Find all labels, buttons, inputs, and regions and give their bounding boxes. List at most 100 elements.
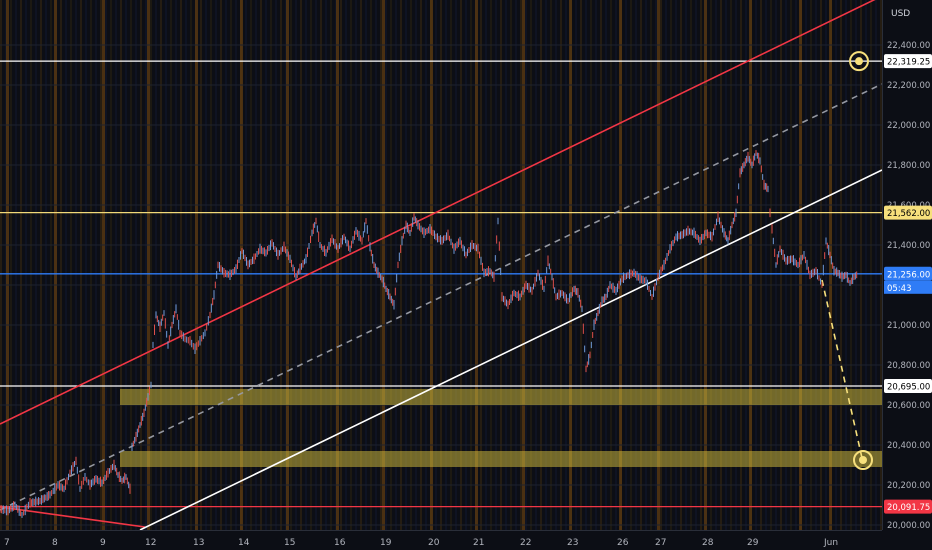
- price-series: [0, 150, 858, 518]
- time-tick-label: 23: [567, 538, 578, 548]
- session-stripe: [205, 0, 207, 530]
- session-stripe: [445, 0, 447, 530]
- session-stripe: [635, 0, 637, 530]
- session-stripe: [110, 0, 112, 530]
- price-chart-plot[interactable]: [0, 0, 882, 530]
- session-stripe: [20, 0, 22, 530]
- session-stripe: [265, 0, 267, 530]
- price-tick-label: 22,200.00: [887, 81, 930, 91]
- time-tick-label: 21: [473, 538, 484, 548]
- session-stripe: [710, 0, 712, 530]
- session-stripe: [90, 0, 92, 530]
- session-stripe: [585, 0, 587, 530]
- session-stripe: [330, 0, 332, 530]
- session-stripe: [210, 0, 212, 530]
- session-stripe: [395, 0, 397, 530]
- time-tick-label: 29: [747, 538, 759, 548]
- session-stripe: [615, 0, 617, 530]
- session-stripe: [590, 0, 592, 530]
- session-stripe: [755, 0, 757, 530]
- price-label-box: [884, 54, 932, 69]
- price-tick-label: 20,000.00: [887, 521, 930, 530]
- day-separator: [704, 0, 707, 530]
- grid: [0, 44, 882, 526]
- price-tick-label: 20,600.00: [887, 401, 930, 411]
- day-separator: [829, 0, 832, 530]
- session-stripe: [215, 0, 217, 530]
- session-stripe: [865, 0, 867, 530]
- session-stripe: [485, 0, 487, 530]
- price-label-text: 21,256.00: [887, 270, 930, 280]
- price-axis[interactable]: USD 20,000.00 20,200.00 20,400.00 20,600.00 2…: [882, 0, 932, 531]
- day-separator: [54, 0, 57, 530]
- session-stripe: [10, 0, 12, 530]
- day-separator: [475, 0, 478, 530]
- session-stripe: [220, 0, 222, 530]
- time-tick-label: 14: [238, 538, 250, 548]
- session-stripe: [785, 0, 787, 530]
- session-stripe: [315, 0, 317, 530]
- session-stripe: [115, 0, 117, 530]
- session-stripe: [660, 0, 662, 530]
- session-stripe: [540, 0, 542, 530]
- session-stripe: [530, 0, 532, 530]
- session-stripe: [370, 0, 372, 530]
- price-tick-label: 22,400.00: [887, 41, 930, 51]
- session-stripe: [460, 0, 462, 530]
- session-stripe: [520, 0, 522, 530]
- session-stripe: [640, 0, 642, 530]
- session-stripe: [160, 0, 162, 530]
- session-stripe: [715, 0, 717, 530]
- session-stripe: [805, 0, 807, 530]
- session-stripe: [790, 0, 792, 530]
- time-axis[interactable]: 7 8 9 12 13 14 15 16 19 20 21 22 23 26 27 28 29 Jun: [0, 530, 882, 550]
- red-channel-lower: [0, 506, 146, 528]
- session-stripe: [175, 0, 177, 530]
- time-tick-label: 15: [284, 538, 295, 548]
- session-stripe: [730, 0, 732, 530]
- yellow-projection: [821, 279, 863, 459]
- session-stripe: [495, 0, 497, 530]
- session-stripe: [645, 0, 647, 530]
- session-stripe: [740, 0, 742, 530]
- session-stripe: [405, 0, 407, 530]
- session-stripe: [745, 0, 747, 530]
- session-stripe: [735, 0, 737, 530]
- session-stripe: [40, 0, 42, 530]
- session-stripe: [780, 0, 782, 530]
- day-separator: [286, 0, 289, 530]
- day-separator: [657, 0, 660, 530]
- session-stripe: [825, 0, 827, 530]
- price-tick-label: 20,400.00: [887, 441, 930, 451]
- price-label-text: 22,319.25: [887, 58, 930, 68]
- session-stripe: [305, 0, 307, 530]
- day-separator: [569, 0, 572, 530]
- session-stripe: [695, 0, 697, 530]
- session-stripe: [200, 0, 202, 530]
- session-stripe: [580, 0, 582, 530]
- session-stripe: [190, 0, 192, 530]
- session-stripe: [100, 0, 102, 530]
- session-stripe: [130, 0, 132, 530]
- session-stripe: [700, 0, 702, 530]
- session-stripe: [550, 0, 552, 530]
- session-stripe: [625, 0, 627, 530]
- time-tick-label: 26: [617, 538, 629, 548]
- session-stripe: [545, 0, 547, 530]
- price-axis-svg: USD 20,000.00 20,200.00 20,400.00 20,600.00 2…: [884, 9, 932, 531]
- grey-dashed-median: [0, 83, 882, 511]
- time-tick-label: 12: [145, 538, 156, 548]
- session-stripe: [480, 0, 482, 530]
- session-stripe: [75, 0, 77, 530]
- price-label-box: [884, 499, 932, 514]
- session-stripe: [875, 0, 877, 530]
- session-stripe: [515, 0, 517, 530]
- session-stripe: [680, 0, 682, 530]
- session-stripe: [855, 0, 857, 530]
- session-stripe: [360, 0, 362, 530]
- session-stripe: [420, 0, 422, 530]
- day-separator: [522, 0, 525, 530]
- chart-svg: [0, 0, 882, 530]
- session-stripe: [720, 0, 722, 530]
- target-marker-upper: [849, 51, 869, 72]
